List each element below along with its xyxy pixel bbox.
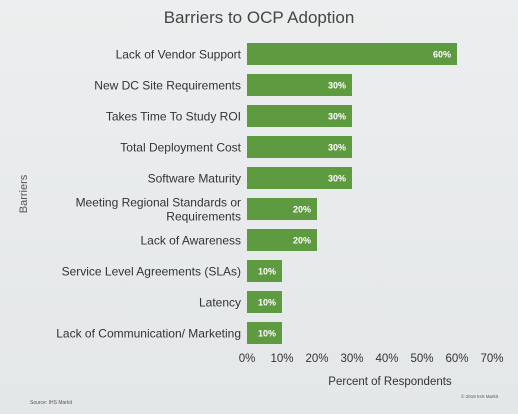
- data-label: 10%: [258, 329, 276, 339]
- y-axis-label: Barriers: [18, 174, 30, 214]
- data-label: 30%: [328, 112, 346, 122]
- x-tick-label: 70%: [480, 353, 503, 365]
- data-label: 30%: [328, 174, 346, 184]
- category-label: Total Deployment Cost: [120, 141, 241, 155]
- category-label: Software Maturity: [148, 172, 241, 186]
- x-tick-label: 50%: [410, 353, 433, 365]
- copyright-note: © 2019 IHS Markit: [461, 394, 498, 399]
- data-label: 10%: [258, 267, 276, 277]
- category-label: Lack of Awareness: [140, 234, 241, 248]
- chart-title: Barriers to OCP Adoption: [163, 8, 355, 27]
- category-label: Takes Time To Study ROI: [106, 110, 241, 124]
- category-label: New DC Site Requirements: [94, 79, 241, 93]
- bar: [247, 43, 457, 65]
- x-tick-label: 60%: [445, 353, 468, 365]
- x-tick-label: 0%: [239, 353, 256, 365]
- bar: [247, 167, 352, 189]
- data-label: 60%: [433, 50, 451, 60]
- source-note: Source: IHS Markit: [30, 400, 72, 406]
- category-label: Meeting Regional Standards or: [76, 196, 241, 210]
- category-label: Lack of Vendor Support: [116, 48, 242, 62]
- bar: [247, 322, 282, 344]
- bar: [247, 105, 352, 127]
- category-label: Lack of Communication/ Marketing: [56, 327, 241, 341]
- x-tick-label: 20%: [305, 353, 328, 365]
- x-tick-label: 40%: [375, 353, 398, 365]
- bar: [247, 198, 317, 220]
- data-label: 20%: [293, 236, 311, 246]
- category-label: Service Level Agreements (SLAs): [62, 265, 241, 279]
- bar: [247, 229, 317, 251]
- bar: [247, 291, 282, 313]
- bar: [247, 74, 352, 96]
- bar: [247, 260, 282, 282]
- x-tick-label: 10%: [270, 353, 293, 365]
- x-tick-label: 30%: [340, 353, 363, 365]
- data-label: 20%: [293, 205, 311, 215]
- category-label: Latency: [199, 296, 241, 310]
- data-label: 30%: [328, 143, 346, 153]
- x-axis-label: Percent of Respondents: [328, 376, 452, 388]
- data-label: 10%: [258, 298, 276, 308]
- bar: [247, 136, 352, 158]
- data-label: 30%: [328, 81, 346, 91]
- category-label: Requirements: [166, 210, 241, 224]
